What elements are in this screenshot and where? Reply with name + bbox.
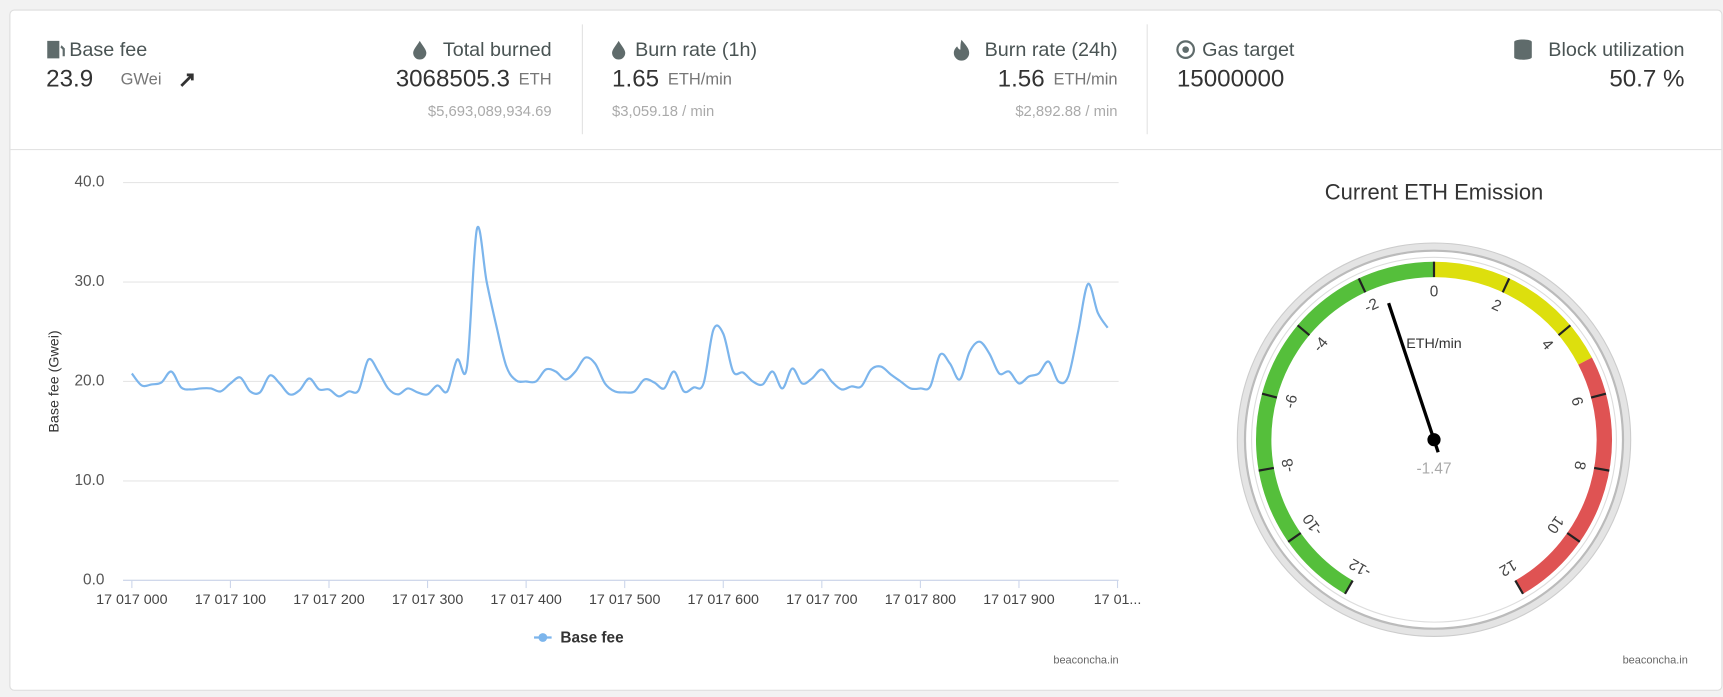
gauge-tick-label: 8 xyxy=(1570,460,1588,471)
stat-label: Base fee xyxy=(69,39,147,61)
target-icon xyxy=(1176,40,1196,59)
stat-label: Gas target xyxy=(1202,39,1295,61)
fuel-icon xyxy=(47,40,65,59)
credit: beaconcha.in xyxy=(1623,654,1688,666)
gauge-tick-label: -8 xyxy=(1279,457,1298,473)
stat-unit: ETH/min xyxy=(1053,71,1117,89)
edit-icon[interactable] xyxy=(180,73,194,87)
target-icon xyxy=(1182,46,1189,53)
stat-value-number: 23.9 xyxy=(46,66,93,93)
drop-icon xyxy=(413,40,427,60)
gauge-tick xyxy=(1557,324,1572,337)
gauge-tick xyxy=(1258,466,1275,472)
gauge-pivot xyxy=(1427,433,1441,447)
stat-value-number: 15000000 xyxy=(1177,66,1284,93)
gauge-tick xyxy=(1590,392,1607,399)
gauge-tick xyxy=(1261,392,1278,399)
stat-unit: ETH/min xyxy=(668,71,732,89)
stat-sub: $5,693,089,934.69 xyxy=(428,104,552,120)
x-tick-label: 17 017 000 xyxy=(96,592,167,608)
gauge-tick xyxy=(1593,466,1610,472)
line xyxy=(130,225,1109,398)
stat-value-number: 3068505.3 xyxy=(396,66,510,93)
drop-icon xyxy=(612,40,626,60)
gauge-band xyxy=(1433,261,1592,365)
x-tick-label: 17 017 100 xyxy=(195,592,266,608)
legend-label: Base fee xyxy=(560,630,624,647)
y-tick-label: 40.0 xyxy=(74,174,104,191)
stat-value: 50.7 % xyxy=(1609,66,1684,93)
y-tick-label: 10.0 xyxy=(74,472,104,489)
stat-value: 1.56 ETH/min xyxy=(998,66,1118,93)
gauge-tick xyxy=(1287,532,1302,543)
icons xyxy=(47,39,1532,61)
y-tick-label: 20.0 xyxy=(74,373,104,390)
stat-value-number: 1.65 xyxy=(612,66,659,93)
gauge-value: -1.47 xyxy=(1416,460,1451,477)
stat-unit: GWei xyxy=(121,71,162,89)
stat-unit: ETH xyxy=(519,71,552,89)
stat-sub: $2,892.88 / min xyxy=(1015,104,1117,120)
stat-label: Block utilization xyxy=(1548,39,1684,61)
stat-value-number: 50.7 % xyxy=(1609,66,1684,93)
stat-label: Burn rate (24h) xyxy=(985,39,1118,61)
x-tick-label: 17 01... xyxy=(1094,592,1142,608)
gauge-tick xyxy=(1514,579,1524,595)
gauge-tick-label: 0 xyxy=(1430,284,1439,301)
gauge-title: Current ETH Emission xyxy=(1325,179,1544,204)
y-tick-label: 0.0 xyxy=(83,571,104,588)
gauge-tick-label: 10 xyxy=(1543,513,1567,537)
x-tick-label: 17 017 600 xyxy=(688,592,759,608)
stat-value: 1.65 ETH/min xyxy=(612,66,732,93)
gauge-tick xyxy=(1566,532,1581,543)
stat-value: 3068505.3 ETH xyxy=(396,66,552,93)
stat-value: 15000000 xyxy=(1177,66,1284,93)
y-tick-label: 30.0 xyxy=(74,273,104,290)
x-tick-label: 17 017 200 xyxy=(293,592,364,608)
stat-value: 23.9 GWei xyxy=(46,66,161,93)
gauge-tick xyxy=(1296,324,1311,337)
gauge-tick-label: -2 xyxy=(1362,295,1382,316)
gauge-tick-label: -6 xyxy=(1281,393,1301,411)
x-tick-label: 17 017 800 xyxy=(885,592,956,608)
gauge-tick xyxy=(1357,277,1367,293)
gauge-tick xyxy=(1344,579,1354,595)
stat-value-number: 1.56 xyxy=(998,66,1045,93)
legend-marker xyxy=(538,633,548,642)
stat-label: Total burned xyxy=(443,39,552,61)
x-tick-label: 17 017 700 xyxy=(786,592,857,608)
gauge-needle xyxy=(1387,302,1440,453)
x-tick-label: 17 017 500 xyxy=(589,592,660,608)
database-icon xyxy=(1514,39,1532,60)
x-tick-label: 17 017 300 xyxy=(392,592,463,608)
gauge-tick-label: 12 xyxy=(1496,556,1519,579)
flame-icon xyxy=(953,39,970,61)
gauge-tick-label: 6 xyxy=(1567,395,1586,408)
credit: beaconcha.in xyxy=(1053,654,1118,666)
x-tick-label: 17 017 900 xyxy=(983,592,1054,608)
stat-label: Burn rate (1h) xyxy=(635,39,757,61)
gauge-unit: ETH/min xyxy=(1406,336,1461,352)
y-axis-label: Base fee (Gwei) xyxy=(47,330,63,432)
stat-sub: $3,059.18 / min xyxy=(612,104,714,120)
gauge-tick xyxy=(1501,277,1511,293)
x-tick-label: 17 017 400 xyxy=(490,592,561,608)
